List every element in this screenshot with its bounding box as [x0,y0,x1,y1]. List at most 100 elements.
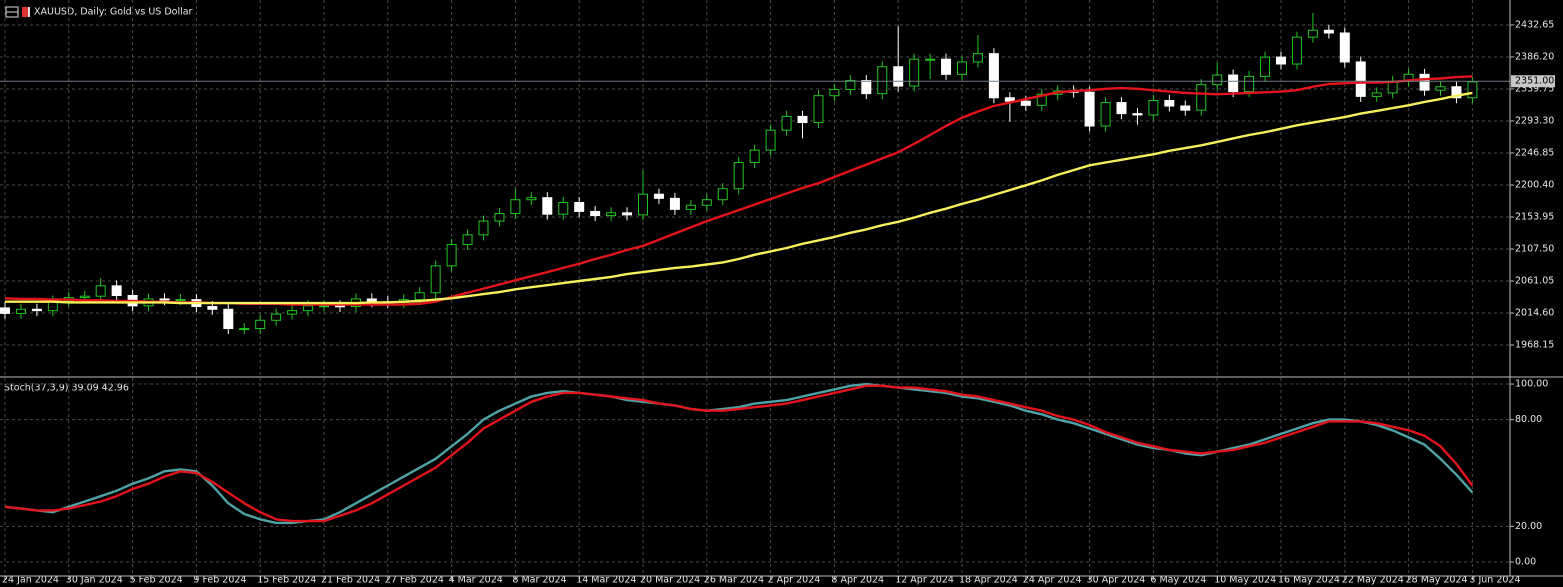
x-tick-label: 24 Jan 2024 [2,575,59,586]
candle-body [478,220,489,236]
candle-body [1276,56,1286,65]
y-tick-label: 0.00 [1515,557,1536,568]
candle-body [207,306,218,310]
x-tick-label: 30 Jan 2024 [66,575,123,586]
candle-body [0,307,10,314]
candle-body [638,193,648,216]
y-tick-label: 100.00 [1515,379,1548,390]
indicator-label: Stoch(37,3,9) 39.09 42.96 [4,383,129,394]
x-tick-label: 8 Apr 2024 [831,575,884,586]
candle-body [861,80,872,95]
y-tick-label: 2293.30 [1515,115,1554,126]
candle-body [701,199,712,206]
y-tick-label: 2200.40 [1515,179,1554,190]
candle-body [15,308,26,314]
candle-body [1371,92,1382,97]
candle-body [877,66,888,95]
candle-body [765,129,776,151]
candle-body [175,299,186,302]
candle-body [526,197,537,201]
x-tick-label: 5 Feb 2024 [130,575,183,586]
chart-icons [5,6,30,18]
y-tick-label: 2432.65 [1515,19,1554,30]
candle-body [797,115,808,124]
x-tick-label: 4 Mar 2024 [449,575,503,586]
candle-body [223,308,234,330]
candle-body [781,115,792,131]
y-tick-label: 2014.60 [1515,307,1554,318]
chart-title: XAUUSD, Daily: Gold vs US Dollar [34,7,193,18]
candle-body [717,188,728,201]
y-tick-label: 2246.85 [1515,147,1554,158]
candle-body [1355,61,1366,97]
icon [28,7,30,17]
candle-body [1004,97,1015,102]
candle-body [1323,29,1334,34]
x-tick-label: 26 Mar 2024 [704,575,764,586]
candle-body [1435,86,1446,91]
candle-body [1164,100,1175,107]
y-tick-label: 20.00 [1515,521,1542,532]
x-tick-label: 30 Apr 2024 [1087,575,1146,586]
candle-body [31,308,42,312]
candle-body [1148,100,1159,116]
candle-body [1419,73,1430,91]
candle-body [653,193,664,199]
x-tick-label: 9 Feb 2024 [193,575,246,586]
series-line [4,384,1474,523]
candle-body [813,95,824,124]
x-tick-label: 18 Apr 2024 [959,575,1018,586]
candle-body [287,310,298,315]
candle-body [1084,91,1095,127]
y-tick-label: 2386.20 [1515,51,1554,62]
series-line [5,91,1473,305]
x-tick-label: 24 Apr 2024 [1023,575,1082,586]
candle-body [1196,84,1207,111]
candle-body [574,201,585,212]
x-tick-label: 14 Mar 2024 [576,575,636,586]
candle-body [430,265,441,294]
candle-body [909,58,920,87]
y-tick-label: 80.00 [1515,414,1542,425]
x-tick-label: 3 Jun 2024 [1469,575,1520,586]
y-tick-label: 2107.50 [1515,243,1554,254]
x-tick-label: 2 Apr 2024 [768,575,821,586]
candle-body [1307,29,1318,38]
y-tick-label: 2339.75 [1515,83,1554,94]
candle-body [558,201,569,215]
candle-body [685,204,696,210]
candle-body [446,244,457,267]
candle-body [957,61,967,75]
candle-body [988,53,999,99]
y-tick-label: 2061.05 [1515,275,1554,286]
candle-body [1020,100,1031,106]
candle-body [462,234,473,246]
x-tick-label: 20 Mar 2024 [640,575,700,586]
icon [22,7,28,17]
candle-body [95,285,106,297]
candle-body [1036,93,1047,106]
x-tick-label: 6 May 2024 [1150,575,1206,586]
y-tick-label: 1968.15 [1515,339,1554,350]
candle-body [542,197,553,215]
candle-body [494,213,505,222]
x-tick-label: 27 Feb 2024 [385,575,444,586]
candle-body [255,319,266,330]
x-tick-label: 8 Mar 2024 [512,575,566,586]
x-tick-label: 15 Feb 2024 [257,575,316,586]
candle-body [319,305,329,308]
candle-body [733,162,744,190]
candle-body [925,58,936,61]
x-tick-label: 16 May 2024 [1278,575,1340,586]
candle-body [1116,102,1127,115]
candle-body [845,80,856,90]
candle-body [749,149,760,164]
candle-body [79,295,90,299]
candle-body [1100,102,1111,127]
candle-body [111,285,122,296]
candle-body [893,66,904,87]
